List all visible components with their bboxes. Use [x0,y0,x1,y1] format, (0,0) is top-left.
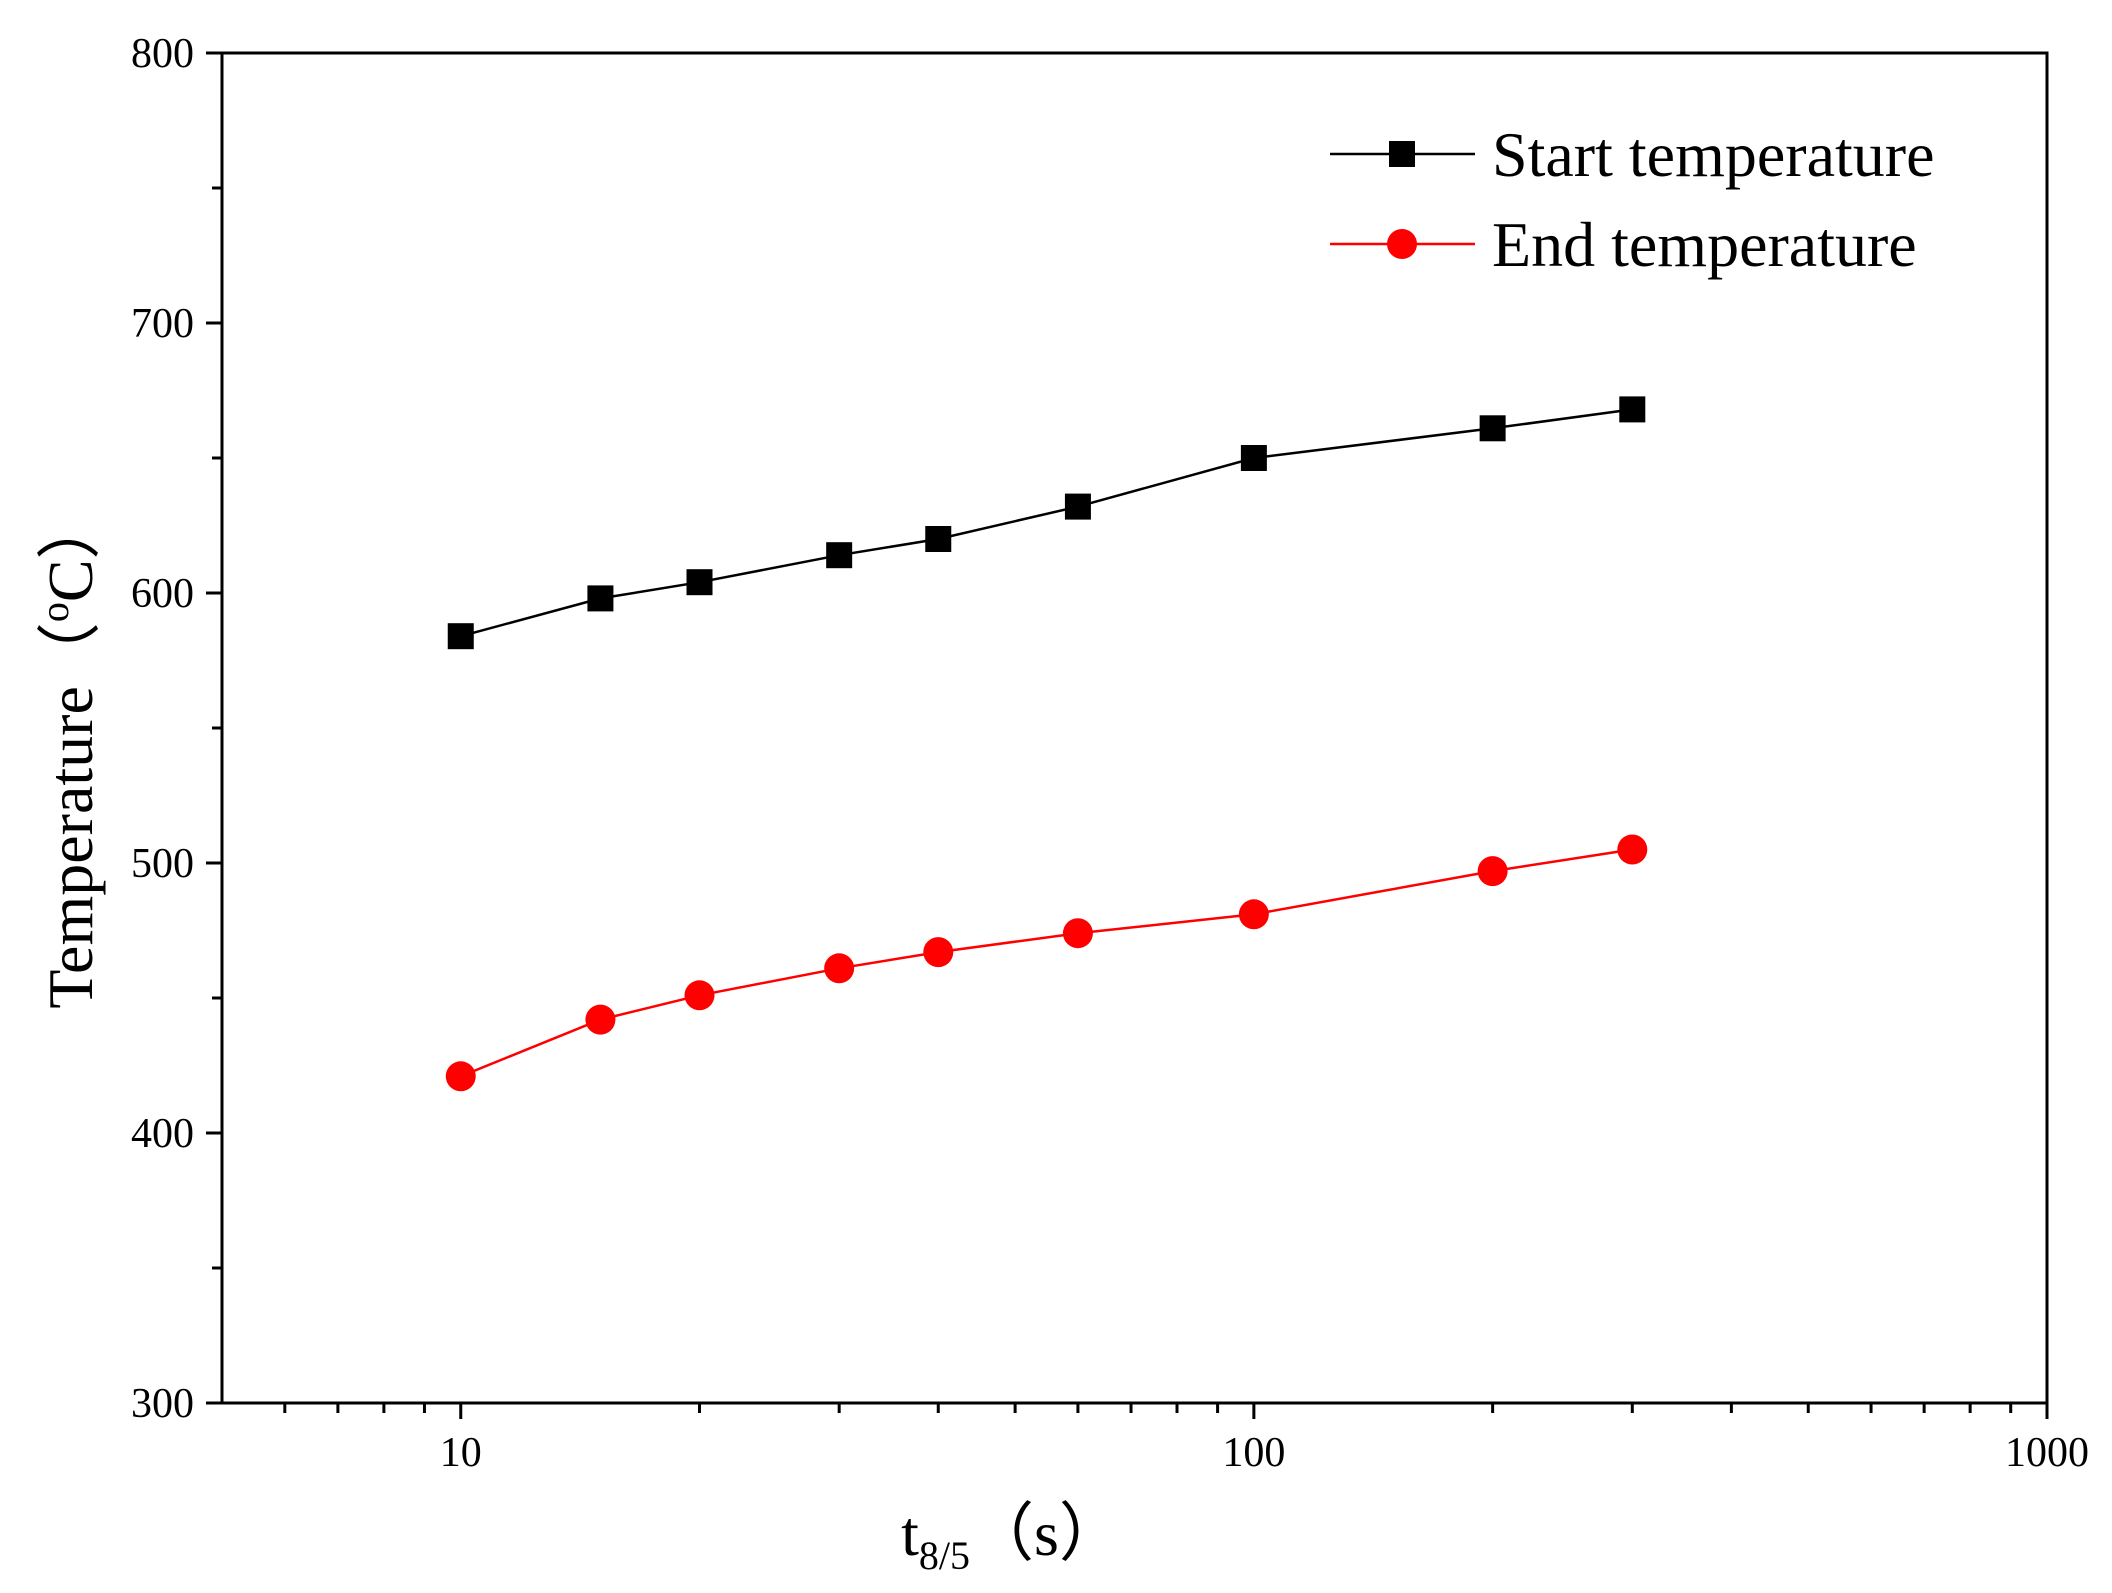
data-point-square [1064,493,1091,520]
legend-label: Start temperature [1492,119,1934,190]
x-axis-title-unit: （s） [970,1498,1123,1569]
data-point-circle [824,953,855,984]
x-axis-title: t8/5（s） [901,1498,1123,1578]
data-point-square [1240,445,1267,471]
data-point-circle [684,980,715,1011]
data-point-square [925,526,952,552]
data-point-circle [1477,856,1508,887]
x-tick-label: 1000 [2005,1430,2089,1476]
y-axis-title-unit-open: （ [35,622,106,686]
y-axis-title-main: Temperature [35,686,106,1008]
y-tick-label: 300 [131,1381,194,1427]
x-tick-label: 10 [440,1430,482,1476]
x-axis-title-main: t [901,1498,919,1569]
y-axis-title-unit-close: C） [35,495,106,602]
y-tick-label: 600 [131,571,194,617]
y-tick-label: 700 [131,301,194,347]
ticks-layer [206,51,2049,1419]
legend-label: End temperature [1492,209,1917,280]
legend-marker-circle [1387,229,1417,259]
data-point-square [686,569,713,596]
y-axis-title: Temperature（oC） [32,495,106,1008]
data-point-square [826,542,853,569]
data-point-square [447,623,474,650]
data-point-circle [585,1004,616,1035]
data-point-circle [445,1061,476,1092]
x-tick-label: 100 [1222,1430,1285,1476]
y-tick-label: 400 [131,1111,194,1157]
x-axis-title-subscript: 8/5 [919,1533,970,1578]
legend-marker-square [1389,141,1415,167]
data-point-circle [1238,899,1269,930]
data-point-square [1479,415,1506,442]
legend: Start temperature End temperature [1330,119,1934,280]
y-axis-title-degree: o [32,602,77,622]
y-tick-label: 800 [131,31,194,77]
data-point-square [1619,396,1646,423]
data-point-circle [1617,834,1648,865]
data-point-square [587,585,614,612]
labels-layer: 300 400 500 600 700 800 10 100 1000 [131,31,2089,1476]
data-point-circle [1062,918,1093,949]
plot-frame [220,51,2049,1405]
data-point-circle [923,937,954,968]
y-tick-label: 500 [131,841,194,887]
series-layer [445,396,1648,1092]
